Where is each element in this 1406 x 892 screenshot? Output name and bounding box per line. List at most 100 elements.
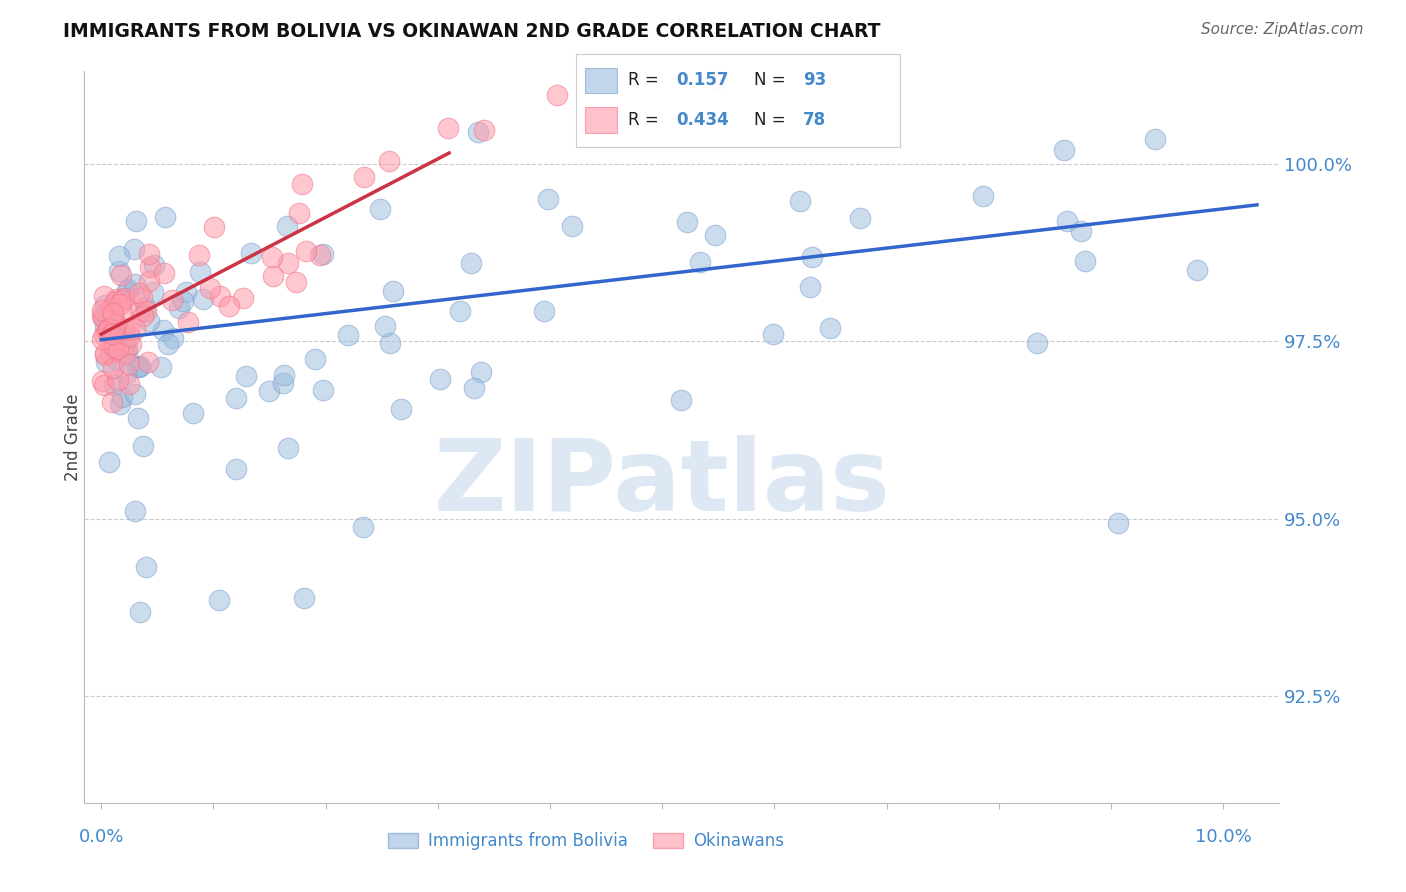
Point [124,322,146,336]
Point [260,251,283,265]
Point [187,248,209,262]
FancyBboxPatch shape [585,68,617,94]
Point [142,285,165,299]
Point [277,256,299,270]
Point [152,323,174,337]
Point [128,286,150,301]
Point [107,373,129,387]
Text: R =: R = [628,71,664,89]
Point [91,302,114,317]
Point [128,360,150,375]
Text: 10.0%: 10.0% [1195,828,1251,846]
Point [437,121,460,136]
Point [160,293,183,308]
Point [132,439,155,453]
Point [100,319,122,334]
Point [276,219,298,233]
Point [291,177,314,191]
Point [118,357,141,371]
Y-axis label: 2nd Grade: 2nd Grade [65,393,82,481]
Point [172,293,194,308]
Point [669,392,692,407]
Point [110,397,132,411]
Point [1070,224,1092,238]
Point [311,247,333,261]
Point [131,290,153,304]
Point [689,255,711,269]
Point [129,359,152,373]
Point [117,282,139,296]
Point [97,322,120,336]
Point [152,267,174,281]
Point [100,302,122,317]
Point [93,328,115,343]
Point [103,323,125,337]
Legend: Immigrants from Bolivia, Okinawans: Immigrants from Bolivia, Okinawans [381,825,792,856]
Point [111,390,134,404]
Point [537,192,560,206]
Point [304,352,326,367]
Point [129,304,152,318]
Point [706,71,728,86]
Point [115,284,138,298]
Point [138,314,160,328]
Point [105,293,128,308]
Point [167,301,190,315]
Point [110,268,132,283]
Point [820,321,842,335]
Text: ZIPatlas: ZIPatlas [434,434,891,532]
Point [100,339,122,353]
Point [104,327,127,342]
Point [124,386,146,401]
Point [118,376,141,391]
Point [138,274,160,288]
Point [114,367,136,381]
Point [174,285,197,299]
Point [111,305,134,319]
Point [103,313,125,327]
Text: IMMIGRANTS FROM BOLIVIA VS OKINAWAN 2ND GRADE CORRELATION CHART: IMMIGRANTS FROM BOLIVIA VS OKINAWAN 2ND … [63,22,880,41]
Point [800,250,823,264]
Point [193,292,215,306]
Point [115,341,138,355]
Point [156,337,179,351]
Point [98,455,121,469]
Point [111,293,134,308]
Point [429,371,451,385]
Point [94,298,117,312]
Point [546,88,568,103]
Point [271,376,294,390]
Point [103,360,125,375]
Point [91,332,114,346]
Point [135,303,157,318]
Point [799,280,821,294]
Point [284,275,307,289]
Point [108,249,131,263]
Point [98,346,121,360]
Point [153,210,176,224]
Point [107,342,129,356]
Point [533,304,555,318]
Point [129,605,152,619]
Point [93,289,115,303]
Point [218,299,240,313]
Point [150,359,173,374]
Point [91,310,114,325]
Point [460,256,482,270]
Point [110,296,132,310]
Point [676,215,699,229]
Point [561,219,583,233]
Point [101,298,124,312]
Point [103,339,125,353]
Point [94,348,117,362]
Point [120,336,142,351]
Point [225,391,247,405]
Text: N =: N = [754,71,792,89]
Point [135,560,157,574]
Point [118,323,141,337]
Point [277,442,299,456]
Point [136,355,159,369]
Point [114,337,136,351]
Point [208,592,231,607]
Point [225,461,247,475]
